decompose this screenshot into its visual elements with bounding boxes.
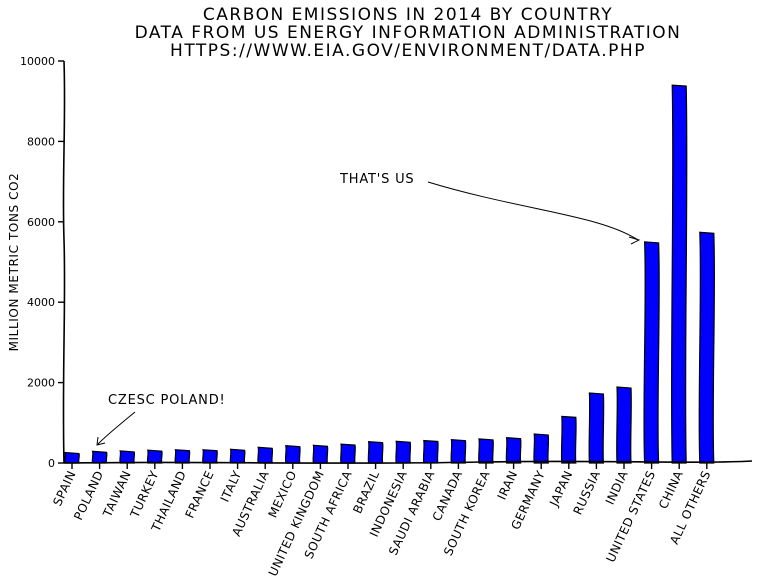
title-line-1: CARBON EMISSIONS IN 2014 BY COUNTRY [203,5,613,25]
bar-iran [505,437,522,464]
x-tick-label: JAPAN [546,468,575,509]
title-line-3: HTTPS://WWW.EIA.GOV/ENVIRONMENT/DATA.PHP [170,41,646,61]
annotation-thats-us-text: THAT'S US [339,172,414,187]
y-tick-label: 4000 [27,296,55,309]
y-tick-label: 6000 [27,216,55,229]
x-tick-label: RUSSIA [571,468,604,517]
y-axis-label: MILLION METRIC TONS CO2 [7,173,21,352]
title-line-2: DATA FROM US ENERGY INFORMATION ADMINIST… [135,23,682,43]
bar-china [670,84,688,464]
bar-all-others [698,231,716,464]
chart-title: CARBON EMISSIONS IN 2014 BY COUNTRY DATA… [135,5,682,61]
bar-thailand [174,449,191,464]
x-tick-label: INDIA [603,468,631,507]
y-tick-label: 10000 [20,55,55,68]
y-axis-line [62,60,66,464]
bar-mexico [284,445,301,464]
bar-spain [64,451,80,464]
y-axis-ticks: 0 2000 4000 6000 8000 10000 [20,55,64,470]
annotation-thats-us: THAT'S US [339,172,641,245]
bar-poland [91,450,108,464]
annotation-czesc-poland: CZESC POLAND! [96,393,226,446]
bar-brazil [367,441,384,464]
x-tick-label: IRAN [495,468,521,502]
annotation-thats-us-arrowhead [628,236,641,245]
bar-canada [450,439,467,464]
bar-india [616,386,632,464]
x-tick-label: CHINA [656,468,686,511]
y-tick-label: 8000 [27,135,55,148]
y-tick-label: 0 [48,457,55,470]
annotation-czesc-poland-arrowhead [96,436,106,446]
bar-russia [588,392,605,464]
bar-turkey [146,449,163,464]
x-axis-line [63,460,753,464]
bars-group [64,84,716,464]
annotation-thats-us-arrow [427,181,639,241]
bar-germany [533,433,550,464]
annotation-czesc-poland-arrow [97,411,136,445]
bar-south-africa [340,443,356,464]
bar-united-kingdom [312,444,329,464]
bar-australia [257,446,274,464]
bar-indonesia [395,440,412,464]
annotation-czesc-poland-text: CZESC POLAND! [108,393,226,408]
x-tick-label: ITALY [218,468,245,504]
bar-italy [229,448,246,464]
bar-france [202,449,218,464]
bar-saudi-arabia [422,439,439,464]
bar-south-korea [478,438,494,464]
bar-united-states [643,241,660,464]
x-tick-label: SPAIN [50,468,78,508]
y-tick-label: 2000 [27,377,55,390]
bar-taiwan [119,450,136,464]
bar-japan [560,415,577,464]
